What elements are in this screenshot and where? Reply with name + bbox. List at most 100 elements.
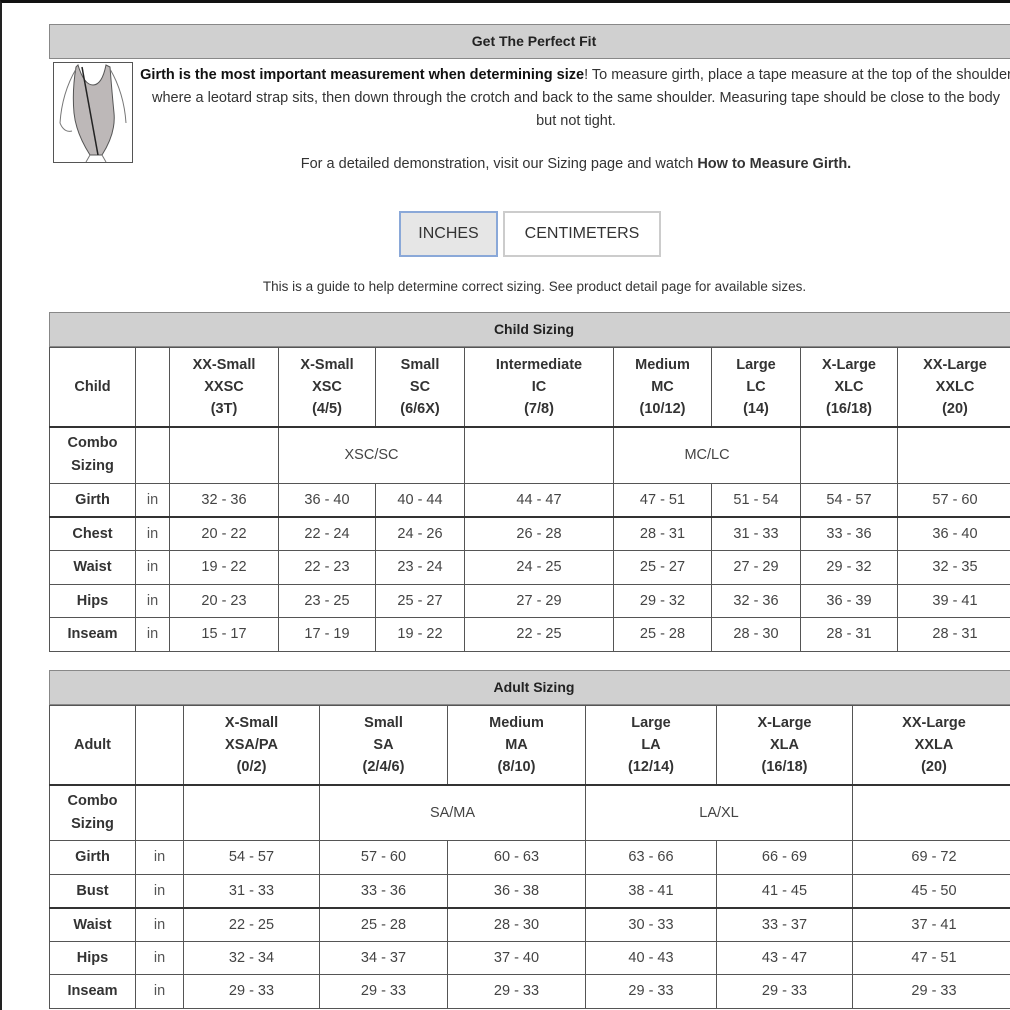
unit-header-cell <box>135 705 184 786</box>
measurement-value: 60 - 63 <box>447 840 586 875</box>
measurement-value: 36 - 38 <box>447 873 586 909</box>
size-header-line: (10/12) <box>639 400 686 417</box>
inches-button[interactable]: INCHES <box>399 211 498 257</box>
unit-cell <box>135 784 184 841</box>
measurement-value: 54 - 57 <box>800 483 898 518</box>
size-header-line: XXSC <box>204 378 244 395</box>
measurement-value: 43 - 47 <box>716 940 853 975</box>
measurement-value: 51 - 54 <box>711 483 801 518</box>
measurement-value: 41 - 45 <box>716 873 853 909</box>
size-header-la: Large LA (12/14) <box>585 705 717 786</box>
demo-text: For a detailed demonstration, visit our … <box>300 156 698 172</box>
measurement-value: 69 - 72 <box>852 840 1010 875</box>
girth-instructions-text: ! To measure girth, place a tape measure… <box>152 67 1010 129</box>
measurement-value: 24 - 25 <box>464 550 614 585</box>
measurement-value: 29 - 33 <box>183 974 320 1009</box>
size-header-ic: Intermediate IC (7/8) <box>464 347 614 428</box>
size-header-line: (2/4/6) <box>362 758 405 775</box>
size-header-line: X-Small <box>300 356 354 373</box>
size-header-line: (0/2) <box>236 758 267 775</box>
measurement-value: 23 - 24 <box>375 550 465 585</box>
size-header-line: (7/8) <box>524 400 554 417</box>
combo-cell <box>852 784 1010 841</box>
size-header-row: Adult X-Small XSA/PA (0/2) Small SA (2/4/6) Med… <box>49 705 1010 786</box>
size-header-line: XX-Large <box>902 714 966 731</box>
size-header-line: LA <box>641 736 661 753</box>
measurement-value: 22 - 25 <box>464 617 614 652</box>
size-header-line: (6/6X) <box>400 400 440 417</box>
size-header-line: XX-Large <box>923 356 987 373</box>
measurement-row-girth: Girth in 54 - 57 57 - 60 60 - 63 63 - 66 66 - … <box>49 840 1010 875</box>
unit-label: in <box>135 840 184 875</box>
unit-label: in <box>135 550 170 585</box>
girth-emphasis: Girth is the most important measurement … <box>140 67 585 83</box>
size-header-line: Intermediate <box>495 356 583 373</box>
size-header-xla: X-Large XLA (16/18) <box>716 705 853 786</box>
measurement-row-hips: Hips in 20 - 23 23 - 25 25 - 27 27 - 29 29 - 3… <box>49 583 1010 618</box>
size-header-line: Large <box>736 356 776 373</box>
size-header-xxla: XX-Large XXLA (20) <box>852 705 1010 786</box>
child-sizing-header: Child Sizing <box>49 312 1010 347</box>
measurement-label: Girth <box>49 483 136 518</box>
size-header-line: XXLC <box>935 378 975 395</box>
measurement-value: 29 - 33 <box>319 974 448 1009</box>
girth-instructions: Girth is the most important measurement … <box>140 64 1010 133</box>
measurement-value: 33 - 36 <box>800 516 898 551</box>
measurement-row-bust: Bust in 31 - 33 33 - 36 36 - 38 38 - 41 41 - 4… <box>49 873 1010 909</box>
size-header-line: (3T) <box>210 400 238 417</box>
leotard-girth-illustration <box>53 62 133 163</box>
size-header-line: MC <box>651 378 674 395</box>
size-header-line: XXLA <box>914 736 954 753</box>
size-header-line: XSC <box>312 378 342 395</box>
size-header-line: XSA/PA <box>225 736 278 753</box>
measurement-label: Waist <box>49 550 136 585</box>
measurement-value: 38 - 41 <box>585 873 717 909</box>
measurement-value: 36 - 40 <box>897 516 1010 551</box>
measurement-value: 28 - 31 <box>800 617 898 652</box>
combo-sizing-row: Combo Sizing XSC/SC MC/LC <box>49 426 1010 484</box>
combo-sizing-label: Combo Sizing <box>49 784 136 841</box>
size-header-line: Medium <box>635 356 690 373</box>
combo-label-line: Sizing <box>71 458 114 475</box>
size-header-line: XLA <box>770 736 799 753</box>
size-header-xxsc: XX-Small XXSC (3T) <box>169 347 279 428</box>
measurement-value: 31 - 33 <box>711 516 801 551</box>
size-header-line: XX-Small <box>192 356 256 373</box>
combo-cell <box>464 426 614 484</box>
size-header-line: X-Large <box>822 356 876 373</box>
measurement-value: 22 - 24 <box>278 516 376 551</box>
size-header-line: (14) <box>743 400 769 417</box>
measurement-value: 34 - 37 <box>319 940 448 975</box>
combo-cell: MC/LC <box>613 426 801 484</box>
unit-header-cell <box>135 347 170 428</box>
size-header-line: MA <box>505 736 528 753</box>
measurement-row-inseam: Inseam in 15 - 17 17 - 19 19 - 22 22 - 25 25 -… <box>49 617 1010 652</box>
adult-sizing-table: Adult X-Small XSA/PA (0/2) Small SA (2/4/6) Med… <box>49 705 1010 1009</box>
measurement-value: 19 - 22 <box>169 550 279 585</box>
size-header-line: (16/18) <box>826 400 872 417</box>
size-header-line: Large <box>631 714 671 731</box>
combo-cell <box>183 784 320 841</box>
measurement-value: 44 - 47 <box>464 483 614 518</box>
child-sizing-table: Child XX-Small XXSC (3T) X-Small XSC (4/5) Smal… <box>49 347 1010 652</box>
unit-label: in <box>135 617 170 652</box>
size-header-line: Small <box>364 714 403 731</box>
measurement-label: Chest <box>49 516 136 551</box>
unit-label: in <box>135 483 170 518</box>
unit-cell <box>135 426 170 484</box>
measurement-label: Girth <box>49 840 136 875</box>
centimeters-button[interactable]: CENTIMETERS <box>503 211 661 257</box>
size-header-lc: Large LC (14) <box>711 347 801 428</box>
measurement-value: 22 - 25 <box>183 907 320 942</box>
how-to-measure-girth-link[interactable]: How to Measure Girth. <box>697 156 852 172</box>
measurement-value: 25 - 27 <box>613 550 712 585</box>
measurement-value: 45 - 50 <box>852 873 1010 909</box>
combo-sizing-label: Combo Sizing <box>49 426 136 484</box>
combo-label-line: Sizing <box>71 815 114 832</box>
measurement-value: 15 - 17 <box>169 617 279 652</box>
combo-cell <box>897 426 1010 484</box>
measurement-value: 28 - 31 <box>897 617 1010 652</box>
combo-label-line: Combo <box>67 435 118 452</box>
measurement-label: Inseam <box>49 974 136 1009</box>
measurement-value: 39 - 41 <box>897 583 1010 618</box>
